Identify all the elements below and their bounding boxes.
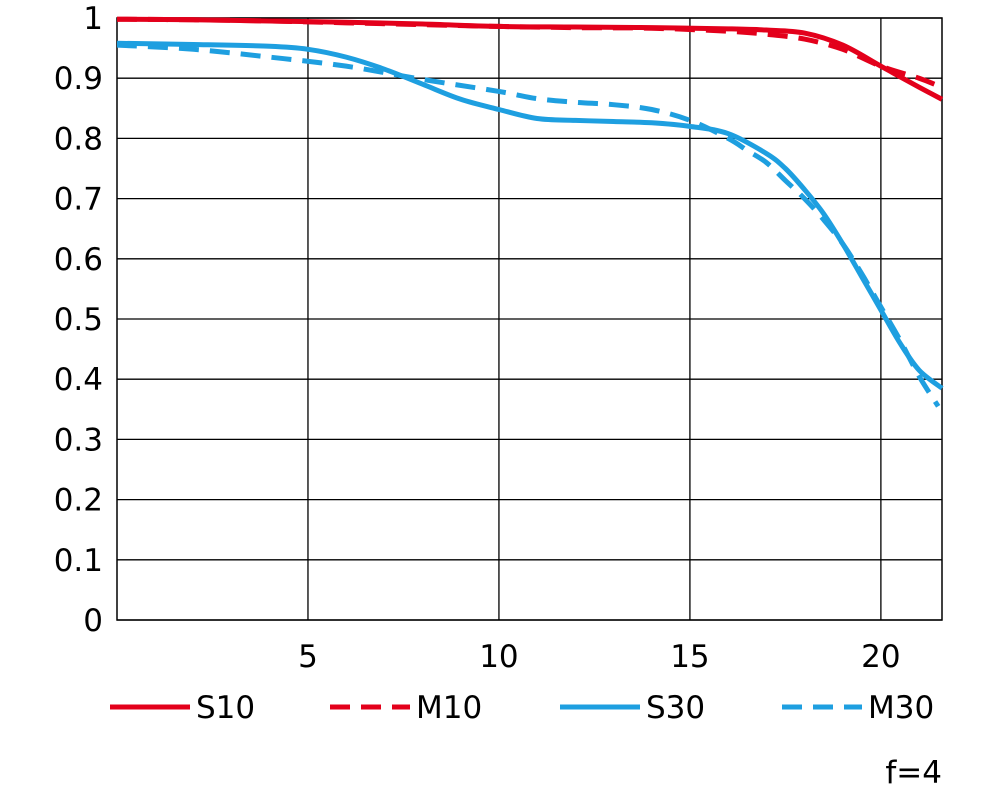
- series-line-m30: [117, 42, 941, 408]
- series-line-m10: [117, 16, 936, 87]
- y-tick-label: 0.4: [54, 362, 103, 398]
- legend-label-m30: M30: [868, 690, 934, 726]
- y-tick-label: 0.2: [54, 483, 103, 519]
- y-tick-label: 0.7: [54, 182, 103, 218]
- aperture-note: f=4: [885, 755, 942, 788]
- legend: S10 M10 S30 M30: [110, 690, 934, 726]
- x-tick-label: 15: [670, 639, 709, 675]
- plot-border: [116, 17, 943, 621]
- y-tick-label: 0.5: [54, 302, 103, 338]
- x-tick-label: 10: [479, 639, 518, 675]
- y-tick-label: 0: [83, 603, 103, 639]
- plot-frame: [116, 17, 943, 621]
- y-tick-label: 0.9: [54, 61, 103, 97]
- x-tick-labels: 5 10 15 20: [298, 639, 901, 675]
- y-tick-labels: 0 0.1 0.2 0.3 0.4 0.5 0.6 0.7 0.8 0.9 1: [54, 1, 103, 639]
- y-tick-label: 0.1: [54, 543, 103, 579]
- x-tick-label: 20: [861, 639, 900, 675]
- series-line-s10: [117, 16, 944, 102]
- series-lines: [117, 16, 944, 408]
- legend-label-m10: M10: [416, 690, 482, 726]
- grid-lines: [117, 17, 942, 621]
- x-tick-label: 5: [298, 639, 318, 675]
- y-tick-label: 1: [83, 1, 103, 37]
- y-tick-label: 0.8: [54, 121, 103, 157]
- legend-label-s10: S10: [196, 690, 255, 726]
- y-tick-label: 0.6: [54, 242, 103, 278]
- y-tick-label: 0.3: [54, 422, 103, 458]
- legend-label-s30: S30: [646, 690, 705, 726]
